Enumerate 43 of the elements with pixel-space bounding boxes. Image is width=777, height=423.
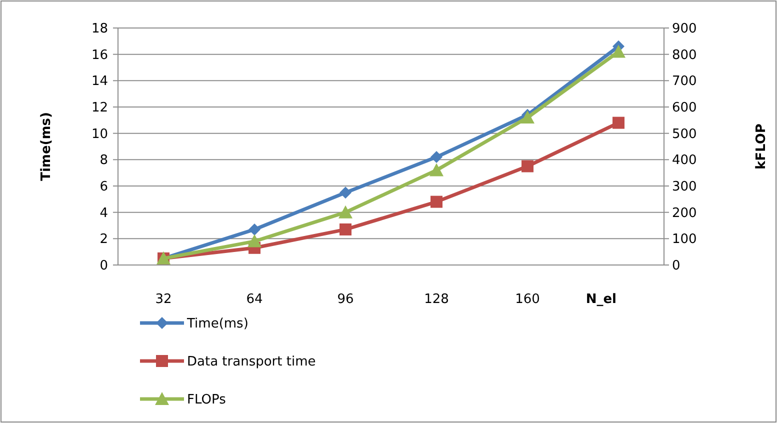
- x-tick-label: 32: [155, 292, 172, 307]
- x-tick-label: 160: [515, 292, 540, 307]
- y-tick-label: 18: [91, 22, 108, 37]
- legend-label: Time(ms): [186, 316, 248, 332]
- x-tick-label: 96: [337, 292, 354, 307]
- y2-tick-label: 800: [672, 48, 697, 63]
- point: [430, 151, 442, 164]
- point: [340, 223, 352, 236]
- point: [248, 223, 260, 236]
- point: [248, 234, 262, 248]
- y2-tick-label: 500: [672, 126, 697, 142]
- x-tick-label: 64: [246, 292, 263, 307]
- x-tick-label: 128: [424, 292, 449, 307]
- x-axis-title: N_el: [586, 292, 616, 307]
- y-tick-label: 4: [100, 206, 108, 221]
- point: [612, 116, 624, 129]
- y-tick-label: 16: [91, 48, 108, 63]
- y2-tick-label: 900: [672, 22, 697, 37]
- y2-tick-label: 600: [672, 100, 697, 116]
- y2-tick-label: 200: [672, 206, 697, 221]
- point: [520, 110, 534, 124]
- y-tick-label: 6: [100, 180, 108, 195]
- point: [612, 44, 626, 58]
- y-tick-label: 0: [100, 258, 108, 274]
- y2-tick-label: 400: [672, 153, 697, 168]
- point: [522, 160, 534, 172]
- y-tick-label: 2: [100, 232, 108, 248]
- point: [338, 205, 352, 218]
- y2-tick-label: 300: [672, 180, 697, 195]
- legend-label: FLOPs: [187, 392, 226, 408]
- y-tick-label: 8: [100, 153, 108, 168]
- point: [340, 186, 352, 199]
- y2-tick-label: 0: [672, 258, 680, 274]
- y2-axis-title: kFLOP: [754, 124, 769, 170]
- y-axis-title: Time(ms): [39, 112, 54, 181]
- legend-label: Data transport time: [187, 354, 316, 370]
- y-tick-label: 10: [91, 126, 108, 142]
- point: [430, 196, 442, 208]
- y2-tick-label: 700: [672, 74, 697, 90]
- y-tick-label: 12: [91, 100, 108, 116]
- y2-tick-label: 100: [672, 232, 697, 248]
- point: [430, 163, 444, 176]
- y-tick-label: 14: [91, 74, 108, 90]
